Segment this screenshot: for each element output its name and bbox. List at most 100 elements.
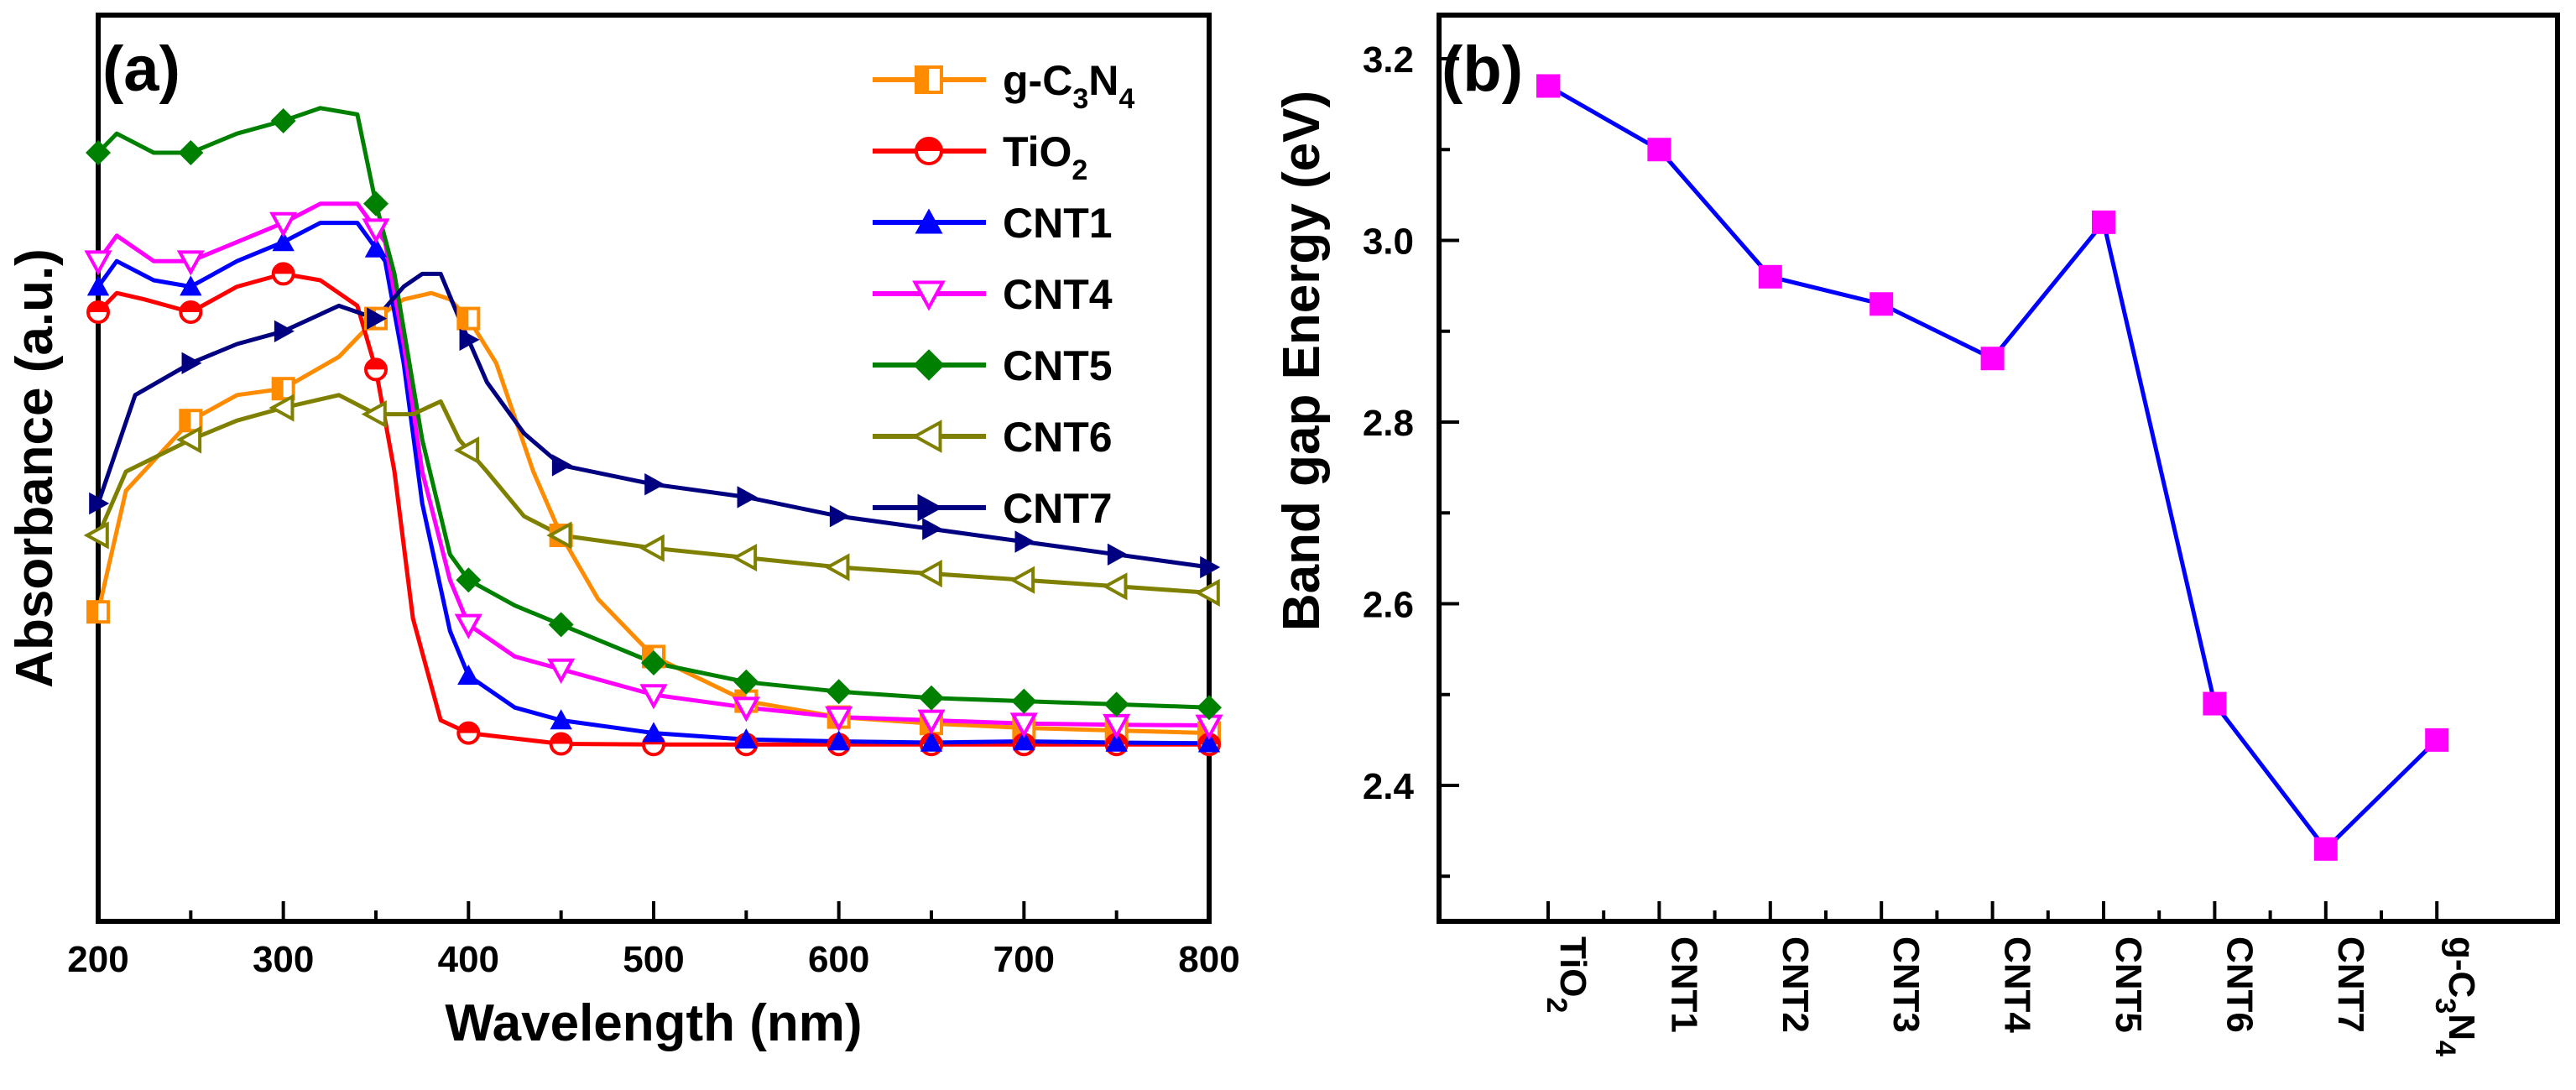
data-point-CNT7 — [737, 486, 758, 508]
band-gap-point — [2092, 210, 2115, 234]
panel-label-b: (b) — [1442, 34, 1523, 105]
legend-marker-CNT1 — [915, 208, 943, 234]
panel-a: 200 300 400 500 600 700 800 g-C3N4 TiO2 CNT1 CNT4… — [6, 13, 1240, 1052]
data-point-CNT5 — [1197, 695, 1222, 721]
x-ticks-a: 200 300 400 500 600 700 800 — [67, 901, 1240, 980]
y-tick-label: 3.2 — [1363, 39, 1414, 81]
data-point-CNT7 — [644, 473, 665, 496]
band-gap-point — [1647, 138, 1671, 162]
label-subscript: 3 — [1072, 83, 1088, 115]
data-point-CNT4 — [639, 684, 668, 710]
label-subscript: 4 — [2429, 1040, 2461, 1056]
label-part: CNT7 — [2330, 936, 2371, 1033]
data-point-CNT4 — [362, 218, 390, 244]
panel-b: 2.4 2.6 2.8 3.0 3.2 TiO2 CNT1 CNT2 CNT3 CNT4 CNT5 C… — [1273, 13, 2560, 1056]
legend-label-CNT4: CNT4 — [1003, 271, 1113, 318]
legend-label-TiO2: TiO2 — [1003, 128, 1087, 186]
y-tick-label: 2.8 — [1363, 403, 1414, 444]
data-point-CNT5 — [548, 612, 574, 638]
x-category-label: CNT3 — [1885, 936, 1927, 1033]
label-part: CNT5 — [2108, 936, 2149, 1033]
data-point-CNT6 — [175, 425, 202, 454]
data-point-g-C3N4-fill — [458, 308, 469, 329]
panel-label-a: (a) — [102, 34, 180, 105]
data-point-CNT4 — [1009, 712, 1038, 738]
band-gap-point — [2203, 691, 2227, 716]
legend-marker-g-C3N4-fill — [916, 67, 929, 92]
data-point-CNT1 — [550, 709, 572, 730]
x-category-label: CNT2 — [1775, 936, 1816, 1033]
data-point-CNT7 — [274, 320, 295, 342]
data-point-CNT1 — [457, 665, 480, 685]
x-category-label: CNT6 — [2219, 936, 2260, 1033]
data-point-CNT7 — [89, 492, 110, 515]
ticks-b: 2.4 2.6 2.8 3.0 3.2 TiO2 CNT1 CNT2 CNT3 CNT4 CNT5 C… — [1363, 39, 2482, 1056]
x-axis-title-a: Wavelength (nm) — [445, 994, 862, 1052]
label-part: CNT4 — [1997, 936, 2038, 1033]
legend-marker-CNT5 — [913, 349, 945, 381]
data-point-CNT7 — [551, 454, 572, 477]
data-point-g-C3N4-fill — [88, 602, 98, 623]
x-tick-label: 600 — [808, 939, 869, 980]
data-point-CNT6 — [453, 436, 480, 465]
data-point-CNT6 — [269, 394, 295, 422]
data-point-CNT1 — [1197, 732, 1221, 753]
x-tick-label: 400 — [438, 939, 499, 980]
data-point-CNT5 — [733, 669, 759, 695]
legend-marker-CNT6 — [911, 420, 942, 453]
legend-a: g-C3N4 TiO2 CNT1 CNT4 CNT5 CNT6 CNT7 — [873, 57, 1134, 532]
data-point-CNT6 — [1102, 572, 1128, 601]
y-axis-title-a: Absorbance (a.u.) — [6, 248, 64, 688]
data-point-CNT5 — [178, 140, 204, 165]
data-point-CNT6 — [916, 560, 942, 588]
series-line-CNT1 — [96, 221, 1210, 746]
legend-label-g-C3N4: g-C3N4 — [1003, 57, 1134, 115]
label-part: TiO — [1552, 936, 1593, 998]
x-tick-label: 800 — [1178, 939, 1239, 980]
legend-label-CNT6: CNT6 — [1003, 414, 1113, 461]
data-point-CNT1 — [1013, 730, 1035, 751]
data-point-CNT7 — [459, 328, 480, 352]
y-tick-label: 2.6 — [1363, 585, 1414, 626]
legend-label-CNT1: CNT1 — [1003, 200, 1113, 247]
plot-frame-b — [1437, 13, 2560, 924]
data-point-CNT5 — [1011, 688, 1037, 714]
data-point-CNT5 — [919, 685, 944, 711]
label-part: CNT6 — [2219, 936, 2260, 1033]
data-point-CNT5 — [826, 679, 852, 705]
data-point-CNT7 — [1200, 555, 1221, 579]
data-point-CNT4 — [454, 613, 482, 639]
band-gap-point — [2313, 837, 2338, 861]
data-point-CNT5 — [456, 567, 482, 593]
data-point-CNT1 — [86, 275, 110, 296]
x-tick-label: 200 — [67, 939, 128, 980]
series-line-TiO2 — [96, 271, 1209, 747]
data-point-CNT5 — [1103, 691, 1129, 717]
data-point-CNT7 — [829, 505, 850, 528]
y-tick-label: 3.0 — [1363, 222, 1414, 263]
x-category-label: CNT5 — [2108, 936, 2149, 1033]
data-point-CNT6 — [361, 400, 387, 429]
band-gap-point — [1980, 347, 2005, 371]
data-point-TiO2-fill — [273, 263, 294, 274]
label-part: CNT4 — [1003, 271, 1113, 318]
series-line-CNT5 — [96, 106, 1210, 710]
data-point-TiO2-fill — [180, 302, 201, 312]
label-part: CNT7 — [1003, 485, 1113, 532]
data-point-CNT1 — [1105, 731, 1128, 752]
label-part: TiO — [1003, 128, 1072, 175]
legend-label-CNT5: CNT5 — [1003, 342, 1113, 389]
series-markers-a — [83, 108, 1223, 757]
data-point-TiO2-fill — [458, 722, 479, 733]
data-point-CNT5 — [641, 650, 666, 675]
data-point-CNT7 — [922, 518, 943, 540]
label-part: CNT3 — [1885, 936, 1927, 1033]
band-gap-point — [2425, 728, 2449, 752]
data-point-CNT1 — [735, 728, 758, 748]
label-subscript: 2 — [1541, 998, 1572, 1014]
data-point-CNT6 — [546, 521, 572, 550]
data-point-CNT6 — [731, 544, 758, 572]
band-gap-point — [1869, 292, 1894, 316]
label-part: N — [2441, 1014, 2482, 1040]
